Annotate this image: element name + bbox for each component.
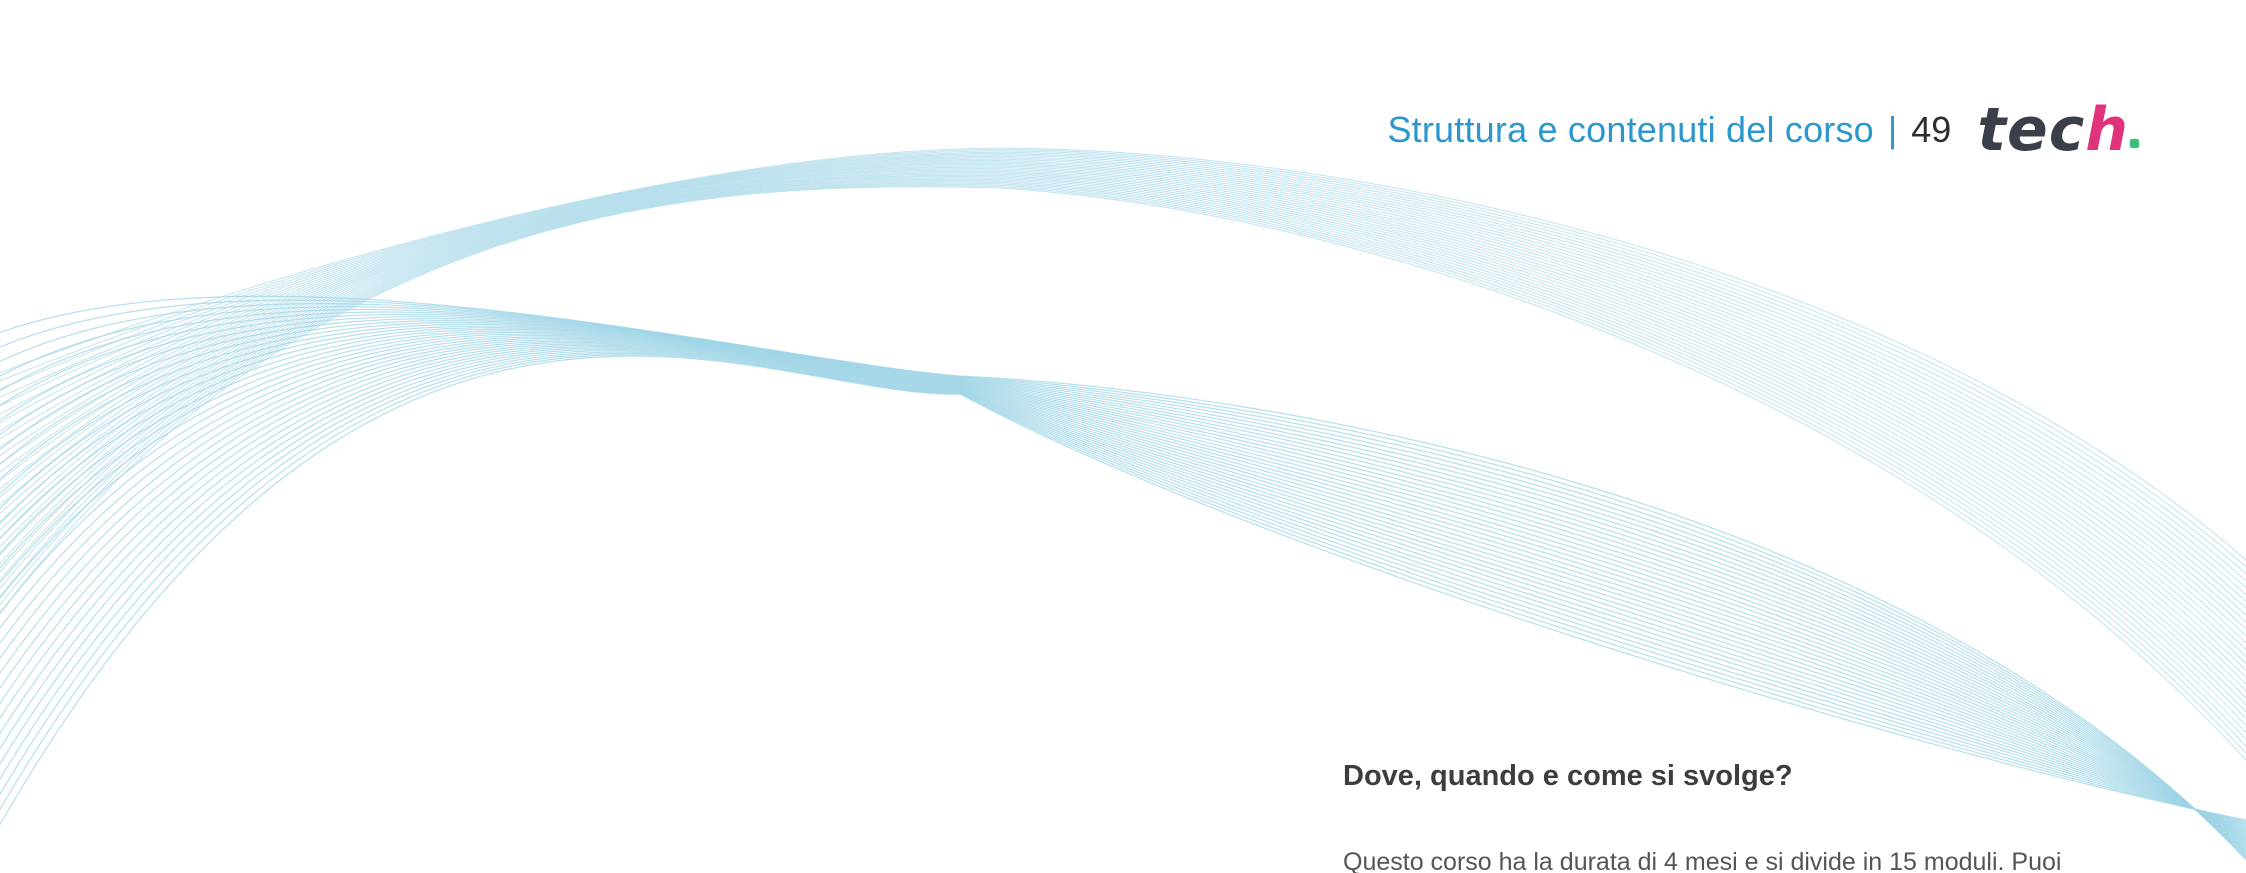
page-header: Struttura e contenuti del corso | 49 tec…	[1387, 98, 2139, 162]
wave-line	[0, 318, 2246, 851]
wave-line	[0, 182, 2246, 740]
logo-dot-icon	[2130, 139, 2139, 148]
section-title: Struttura e contenuti del corso	[1387, 109, 1874, 150]
wave-line	[0, 330, 2246, 843]
wave-line	[0, 331, 2246, 842]
header-separator: |	[1887, 109, 1898, 150]
wave-line	[0, 306, 2246, 857]
wave-line	[0, 341, 2246, 833]
wave-line	[0, 165, 2246, 651]
wave-line	[0, 173, 2246, 692]
wave-line	[0, 179, 2246, 726]
wave-line	[0, 159, 2246, 623]
wave-line	[0, 178, 2246, 720]
wave-line	[0, 316, 2246, 852]
wave-line	[0, 151, 2246, 582]
wave-line	[0, 321, 2246, 849]
wave-line	[0, 161, 2246, 630]
wave-line	[0, 152, 2246, 588]
wave-line	[0, 308, 2246, 856]
wave-line	[0, 326, 2246, 845]
wave-line	[0, 162, 2246, 637]
wave-line	[0, 303, 2246, 858]
wave-line	[0, 176, 2246, 706]
body-paragraph: Questo corso ha la durata di 4 mesi e si…	[1343, 848, 2062, 873]
wave-line	[0, 170, 2246, 678]
wave-line	[0, 185, 2246, 754]
wave-line	[0, 166, 2246, 657]
wave-line	[0, 186, 2246, 761]
page-number: 49	[1911, 109, 1952, 150]
wave-line	[0, 158, 2246, 616]
wave-line	[0, 157, 2246, 609]
wave-line	[0, 174, 2246, 699]
content-section: Dove, quando e come si svolge? Questo co…	[1343, 760, 2143, 873]
wave-line	[0, 328, 2246, 844]
wave-line	[0, 168, 2246, 664]
wave-line	[0, 150, 2246, 575]
wave-line	[0, 147, 2246, 561]
wave-line	[0, 325, 2246, 846]
wave-line	[0, 355, 2246, 827]
wave-line	[0, 177, 2246, 713]
wave-line	[0, 148, 2246, 568]
section-question: Dove, quando e come si svolge?	[1343, 760, 1793, 792]
wave-line	[0, 154, 2246, 595]
wave-line	[0, 172, 2246, 685]
wave-line	[0, 169, 2246, 671]
wave-line	[0, 155, 2246, 602]
wave-line	[0, 319, 2246, 850]
logo-text-last: h	[2085, 95, 2129, 165]
tech-logo: tec h	[1977, 100, 2139, 160]
wave-line	[0, 348, 2246, 827]
logo-text-main: tec	[1977, 95, 2086, 165]
wave-line	[0, 183, 2246, 747]
wave-line	[0, 163, 2246, 644]
wave-line	[0, 323, 2246, 848]
wave-line	[0, 181, 2246, 733]
